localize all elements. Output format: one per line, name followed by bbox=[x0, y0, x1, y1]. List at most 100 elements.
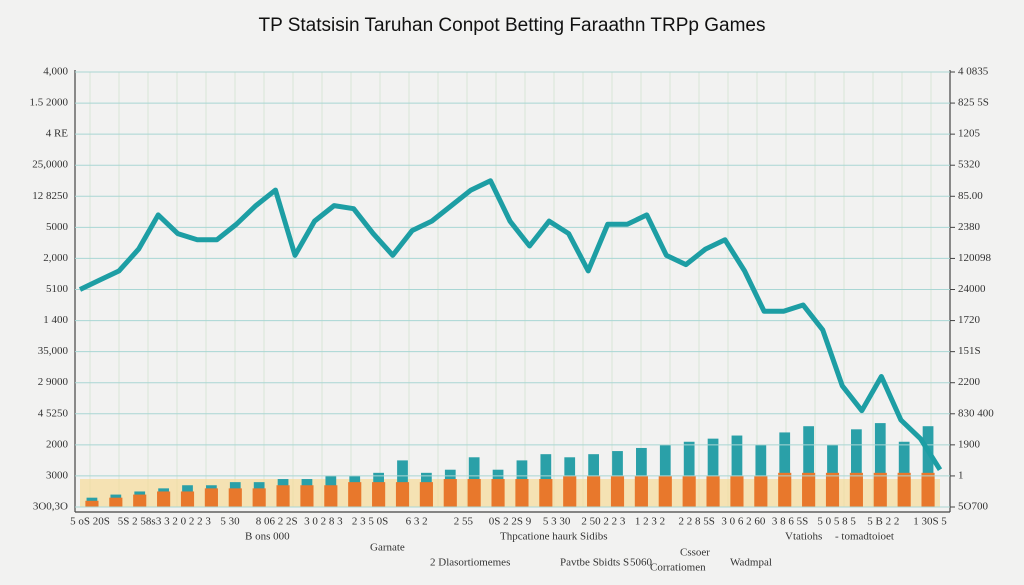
annotation: Vtatiohs bbox=[785, 531, 822, 543]
y-tick-label: 35,000 bbox=[38, 345, 69, 357]
x-tick-label: 3 0 2 8 3 bbox=[304, 516, 343, 528]
y2-tick-label: 2380 bbox=[958, 221, 981, 233]
y2-tick-label: 120098 bbox=[958, 252, 992, 264]
chart-title: TP Statsisin Taruhan Conpot Betting Fara… bbox=[259, 15, 766, 36]
bar bbox=[467, 479, 481, 507]
y-tick-label: 1 400 bbox=[43, 314, 68, 326]
y2-tick-label: 5320 bbox=[958, 159, 981, 171]
bar bbox=[683, 441, 695, 507]
y-tick-label: 4,000 bbox=[43, 66, 68, 78]
y2-tick-label: 830 400 bbox=[958, 407, 994, 419]
annotation: Cssoer bbox=[680, 547, 710, 559]
x-tick-label: 5 oS 20S bbox=[70, 516, 110, 528]
line-series bbox=[78, 178, 943, 472]
bar bbox=[180, 491, 195, 507]
bar bbox=[324, 485, 338, 507]
y2-tick-label: 1900 bbox=[958, 438, 981, 450]
y2-tick-label: 1 bbox=[958, 469, 964, 481]
annotation: 5060 bbox=[630, 557, 653, 569]
y-tick-label: 2,000 bbox=[43, 252, 68, 264]
bar bbox=[204, 488, 218, 507]
x-tick-label: 8 06 2 2S bbox=[256, 516, 298, 528]
y-tick-label: 1.5 2000 bbox=[30, 97, 69, 109]
bar bbox=[658, 475, 672, 507]
bar bbox=[133, 494, 147, 507]
y-tick-label: 4 RE bbox=[46, 128, 69, 140]
bar bbox=[563, 475, 577, 507]
bar bbox=[802, 472, 816, 507]
bar bbox=[610, 475, 625, 507]
x-tick-label: 6 3 2 bbox=[406, 516, 428, 528]
x-tick-label: 0S 2 2S 9 bbox=[489, 516, 532, 528]
bar bbox=[922, 426, 934, 507]
bar bbox=[419, 482, 433, 507]
bar bbox=[921, 472, 935, 507]
annotation: Corratiomen bbox=[650, 562, 706, 574]
annotation: Thpcatione haurk Sidibs bbox=[500, 531, 608, 543]
y-tick-label: 2 9000 bbox=[38, 376, 69, 388]
x-tick-label: 2 3 5 0S bbox=[352, 516, 388, 528]
bar bbox=[443, 479, 457, 507]
x-tick-label: 2 2 8 5S bbox=[678, 516, 714, 528]
y-tick-label: 12 8250 bbox=[32, 190, 68, 202]
x-tick-label: 3 0 6 2 60 bbox=[721, 516, 766, 528]
x-tick-label: 5 B 2 2 bbox=[867, 516, 899, 528]
y2-tick-label: 151S bbox=[958, 345, 981, 357]
bar bbox=[874, 423, 886, 507]
y-tick-label: 4 5250 bbox=[38, 407, 69, 419]
bar bbox=[849, 472, 863, 507]
y-tick-label: 3000 bbox=[46, 469, 69, 481]
bar bbox=[634, 475, 648, 507]
annotation: Wadmpal bbox=[730, 557, 772, 569]
y2-tick-label: 1720 bbox=[958, 314, 981, 326]
y2-tick-label: 1205 bbox=[958, 128, 981, 140]
x-tick-label: 1 2 3 2 bbox=[635, 516, 665, 528]
bar bbox=[731, 435, 743, 507]
bar bbox=[707, 438, 719, 507]
bar bbox=[851, 429, 862, 507]
bar bbox=[157, 491, 171, 507]
annotation: B ons 000 bbox=[245, 531, 290, 543]
bar bbox=[372, 482, 386, 507]
bar bbox=[85, 500, 99, 507]
bar bbox=[897, 472, 911, 507]
y2-tick-label: 24000 bbox=[958, 283, 986, 295]
x-tick-label: 1 30S 5 bbox=[913, 516, 947, 528]
bar bbox=[515, 479, 529, 507]
bar bbox=[228, 488, 242, 507]
annotation: Pavtbe Sbidts S bbox=[560, 557, 629, 569]
x-tick-label: 5 3 30 bbox=[543, 516, 571, 528]
y2-tick-label: 4 0835 bbox=[958, 66, 989, 78]
x-tick-label: 2 50 2 2 3 bbox=[581, 516, 626, 528]
x-tick-label: 3 3 2 0 2 2 3 bbox=[156, 516, 212, 528]
bar bbox=[539, 479, 553, 507]
bar bbox=[252, 488, 266, 507]
bar bbox=[276, 485, 290, 507]
x-tick-label: 5 30 bbox=[220, 516, 240, 528]
bar bbox=[682, 475, 696, 507]
y-tick-label: 25,0000 bbox=[32, 159, 68, 171]
x-tick-label: 5S 2 58s bbox=[118, 516, 156, 528]
bar bbox=[779, 432, 791, 507]
bar bbox=[491, 479, 505, 507]
bar bbox=[348, 482, 362, 507]
bar bbox=[803, 426, 814, 507]
x-tick-label: 3 8 6 5S bbox=[772, 516, 808, 528]
bar bbox=[587, 475, 601, 507]
y2-tick-label: 2200 bbox=[958, 376, 981, 388]
bar bbox=[730, 475, 744, 507]
bar bbox=[395, 482, 410, 507]
y2-tick-label: 825 5S bbox=[958, 97, 989, 109]
bar bbox=[706, 475, 720, 507]
y-tick-label: 5000 bbox=[46, 221, 69, 233]
x-tick-label: 2 55 bbox=[454, 516, 474, 528]
bar bbox=[825, 472, 840, 507]
y-tick-label: 3O0,3O bbox=[33, 501, 68, 513]
bar bbox=[109, 497, 123, 507]
bar bbox=[778, 472, 792, 507]
y-tick-label: 2000 bbox=[46, 438, 69, 450]
bar bbox=[300, 485, 314, 507]
annotation: Garnate bbox=[370, 542, 405, 554]
x-tick-label: 5 0 5 8 5 bbox=[817, 516, 856, 528]
